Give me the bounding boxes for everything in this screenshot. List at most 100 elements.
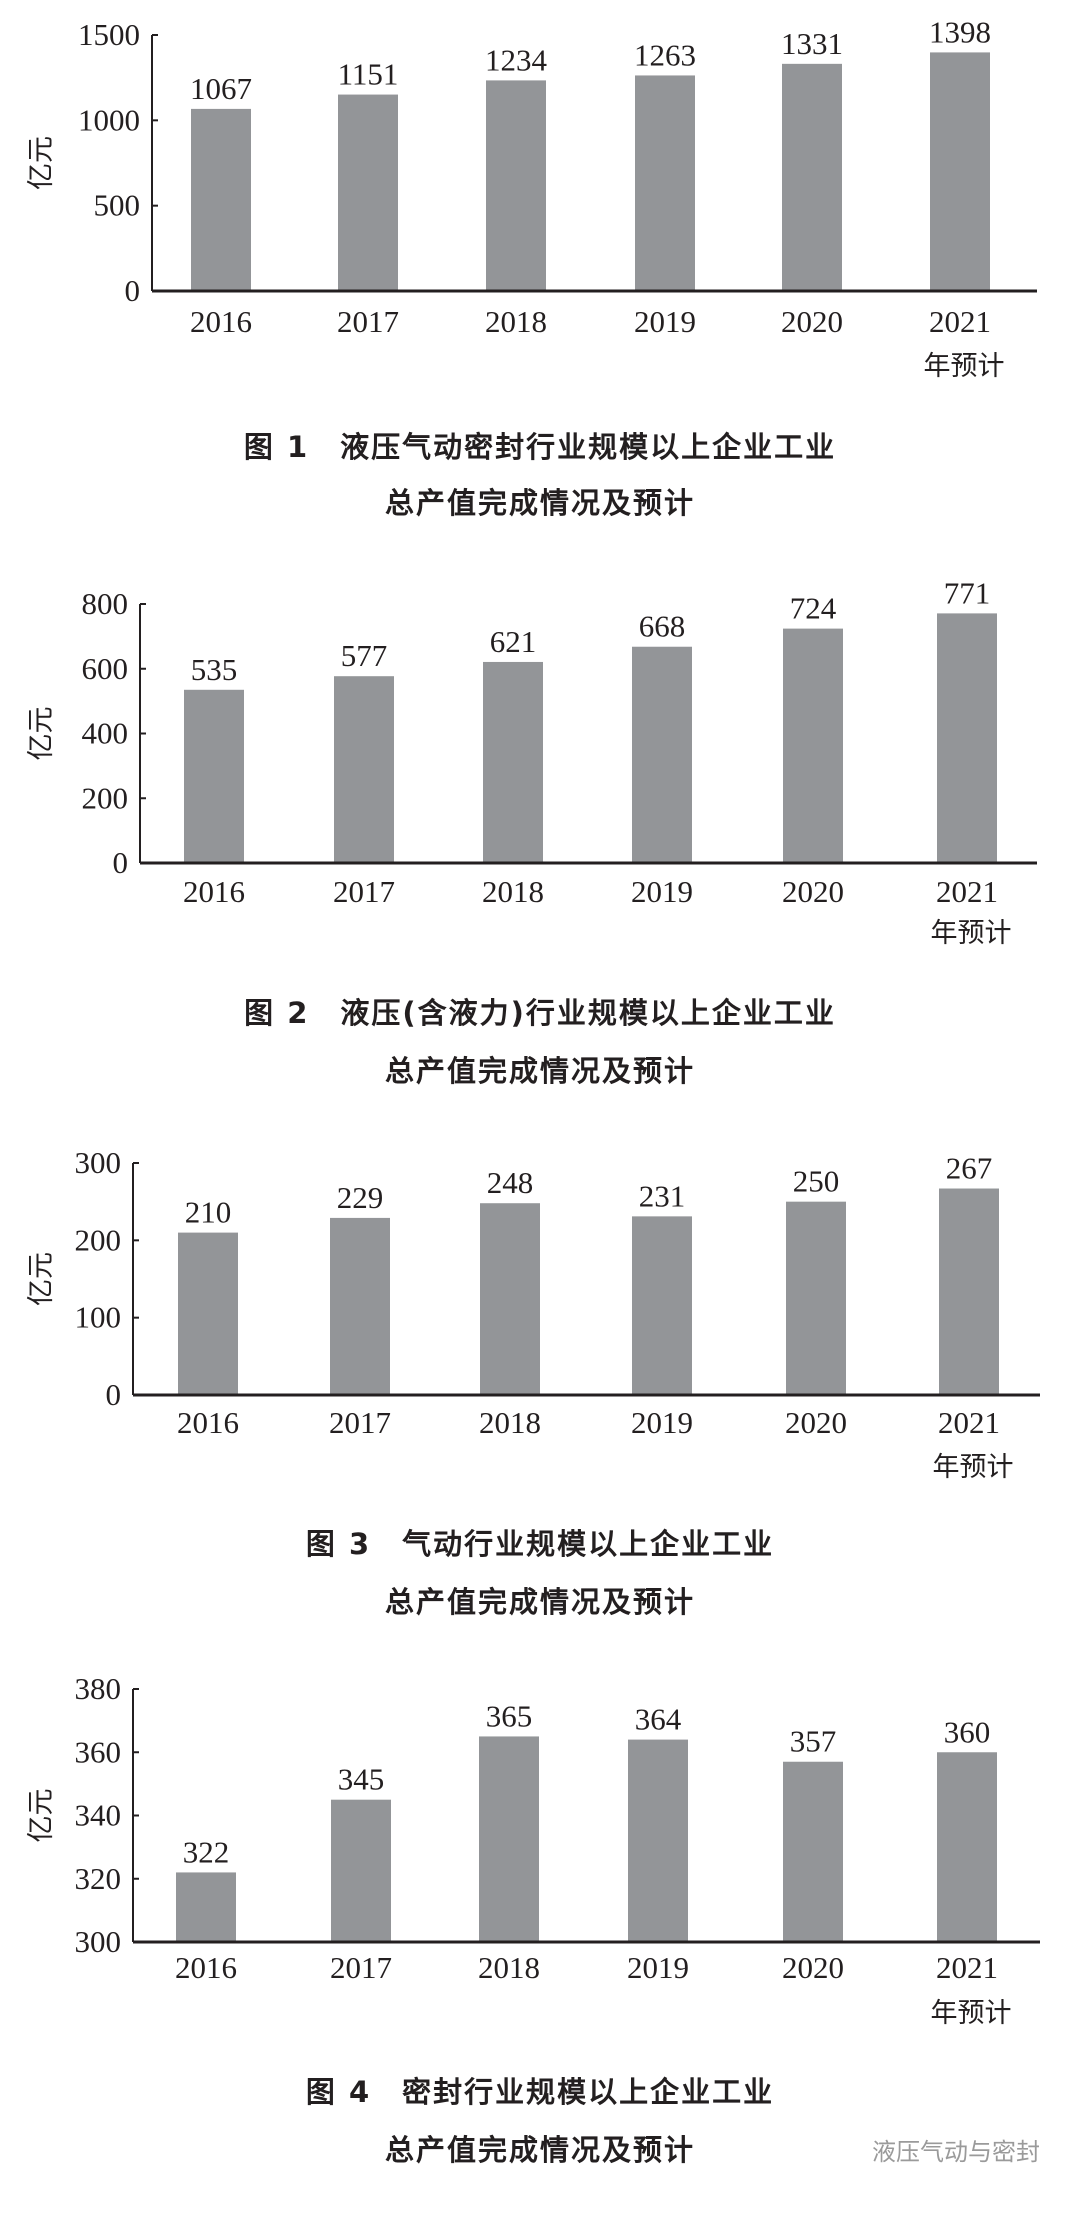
chart-4-value-label-2017: 345 xyxy=(338,1762,385,1797)
chart-3-value-label-2020: 250 xyxy=(793,1164,840,1199)
chart-3-value-label-2021: 267 xyxy=(946,1151,993,1186)
chart-1-x-tick-2016: 2016 xyxy=(190,304,252,339)
chart-3-value-label-2017: 229 xyxy=(337,1180,384,1215)
chart-1-title-line-1: 图 1 液压气动密封行业规模以上企业工业 xyxy=(243,430,837,464)
chart-3-x-tick-2020: 2020 xyxy=(785,1405,847,1440)
chart-3-x-tick-2019: 2019 xyxy=(631,1405,693,1440)
chart-2-y-tick-0: 0 xyxy=(113,845,129,880)
chart-3-y-tick-0: 0 xyxy=(106,1377,122,1412)
chart-1-bar-2020 xyxy=(782,63,842,291)
chart-4-x-tick-2020: 2020 xyxy=(782,1950,844,1985)
chart-2-bar-2021 xyxy=(937,613,997,863)
chart-4-value-label-2016: 322 xyxy=(183,1834,230,1869)
chart-2-bar-2020 xyxy=(783,628,843,863)
chart-2-title-line-1: 图 2 液压(含液力)行业规模以上企业工业 xyxy=(244,996,836,1030)
chart-3-bar-2017 xyxy=(330,1217,390,1395)
chart-3-bar-2019 xyxy=(632,1216,692,1395)
chart-4-title-line-1: 图 4 密封行业规模以上企业工业 xyxy=(305,2075,775,2109)
chart-4-value-label-2018: 365 xyxy=(486,1698,533,1733)
chart-2-x-tick-2016: 2016 xyxy=(183,874,245,909)
chart-2-y-tick-200: 200 xyxy=(82,780,129,815)
chart-4-bar-2018 xyxy=(479,1736,539,1942)
chart-1-x-tick-2018: 2018 xyxy=(485,304,547,339)
chart-1-x-tick-2017: 2017 xyxy=(337,304,399,339)
chart-1-value-label-2019: 1263 xyxy=(634,37,696,72)
chart-4-bar-2017 xyxy=(331,1799,391,1942)
chart-2-value-label-2017: 577 xyxy=(341,638,388,673)
chart-2-value-label-2019: 668 xyxy=(639,609,686,644)
chart-1-bar-2019 xyxy=(635,75,695,291)
chart-4-x-tick-2021: 2021 xyxy=(936,1950,998,1985)
chart-3-title-line-2: 总产值完成情况及预计 xyxy=(384,1585,695,1619)
chart-2-bar-2019 xyxy=(632,646,692,863)
chart-4-bar-2016 xyxy=(176,1872,236,1942)
chart-4-value-label-2020: 357 xyxy=(790,1724,837,1759)
chart-2-bar-2016 xyxy=(184,689,244,863)
chart-1-value-label-2016: 1067 xyxy=(190,71,252,106)
chart-2-y-tick-600: 600 xyxy=(82,651,129,686)
chart-4-x-tick-2017: 2017 xyxy=(330,1950,392,1985)
chart-4-value-label-2019: 364 xyxy=(635,1702,682,1737)
chart-2-y-tick-400: 400 xyxy=(82,716,129,751)
chart-1-bar-2017 xyxy=(338,94,398,291)
chart-3-bar-2018 xyxy=(480,1203,540,1395)
chart-3-value-label-2018: 248 xyxy=(487,1165,534,1200)
chart-3-title-line-1: 图 3 气动行业规模以上企业工业 xyxy=(305,1527,775,1561)
chart-3-bar-2021 xyxy=(939,1188,999,1395)
chart-4-x-sublabel: 年预计 xyxy=(931,1998,1012,2029)
chart-2-bar-2017 xyxy=(334,676,394,863)
chart-1-value-label-2021: 1398 xyxy=(929,14,991,49)
chart-2-x-tick-2017: 2017 xyxy=(333,874,395,909)
chart-2-x-tick-2019: 2019 xyxy=(631,874,693,909)
chart-1-y-tick-1000: 1000 xyxy=(78,102,140,137)
chart-3-y-axis-label: 亿元 xyxy=(26,1252,57,1306)
chart-4-bar-2019 xyxy=(628,1739,688,1942)
chart-3-x-tick-2021: 2021 xyxy=(938,1405,1000,1440)
chart-4-y-tick-360: 360 xyxy=(75,1734,122,1769)
chart-1-x-sublabel: 年预计 xyxy=(924,351,1005,382)
chart-1-title-line-2: 总产值完成情况及预计 xyxy=(384,486,695,520)
chart-2-value-label-2016: 535 xyxy=(191,652,238,687)
chart-1-y-axis-label: 亿元 xyxy=(26,136,57,190)
chart-2-x-tick-2020: 2020 xyxy=(782,874,844,909)
chart-4-y-tick-320: 320 xyxy=(75,1861,122,1896)
chart-1-bar-2021 xyxy=(930,52,990,291)
chart-1-value-label-2020: 1331 xyxy=(781,26,843,61)
chart-2-x-sublabel: 年预计 xyxy=(931,918,1012,949)
chart-3-y-tick-200: 200 xyxy=(75,1222,122,1257)
chart-2-value-label-2018: 621 xyxy=(490,624,537,659)
chart-1-x-tick-2021: 2021 xyxy=(929,304,991,339)
chart-2-bar-2018 xyxy=(483,661,543,863)
chart-4-bar-2020 xyxy=(783,1761,843,1942)
chart-4-y-tick-340: 340 xyxy=(75,1798,122,1833)
chart-2-y-axis-label: 亿元 xyxy=(26,707,57,761)
chart-3-value-label-2016: 210 xyxy=(185,1195,232,1230)
chart-4-x-tick-2018: 2018 xyxy=(478,1950,540,1985)
chart-4-y-axis-label: 亿元 xyxy=(26,1789,57,1843)
chart-2-y-tick-800: 800 xyxy=(82,586,129,621)
chart-1-x-tick-2019: 2019 xyxy=(634,304,696,339)
chart-4-value-label-2021: 360 xyxy=(944,1714,991,1749)
chart-1-value-label-2018: 1234 xyxy=(485,42,548,77)
chart-4-title-line-2: 总产值完成情况及预计 xyxy=(384,2133,695,2167)
chart-3-x-tick-2018: 2018 xyxy=(479,1405,541,1440)
chart-3-x-tick-2016: 2016 xyxy=(177,1405,239,1440)
chart-1-y-tick-1500: 1500 xyxy=(78,17,140,52)
chart-3-bar-2016 xyxy=(178,1232,238,1395)
chart-4-bar-2021 xyxy=(937,1752,997,1942)
chart-4-x-tick-2016: 2016 xyxy=(175,1950,237,1985)
chart-4-y-tick-380: 380 xyxy=(75,1671,122,1706)
chart-1-bar-2016 xyxy=(191,108,251,291)
chart-3-bar-2020 xyxy=(786,1201,846,1395)
chart-3-x-tick-2017: 2017 xyxy=(329,1405,391,1440)
chart-4-y-tick-300: 300 xyxy=(75,1924,122,1959)
chart-2-title-line-2: 总产值完成情况及预计 xyxy=(384,1054,695,1088)
chart-1-value-label-2017: 1151 xyxy=(338,57,399,92)
chart-3-x-sublabel: 年预计 xyxy=(933,1452,1014,1483)
chart-1-y-tick-0: 0 xyxy=(125,273,141,308)
chart-2-value-label-2020: 724 xyxy=(790,591,837,626)
chart-2-value-label-2021: 771 xyxy=(944,575,991,610)
chart-3-y-tick-300: 300 xyxy=(75,1145,122,1180)
watermark: 液压气动与密封 xyxy=(872,2138,1040,2166)
